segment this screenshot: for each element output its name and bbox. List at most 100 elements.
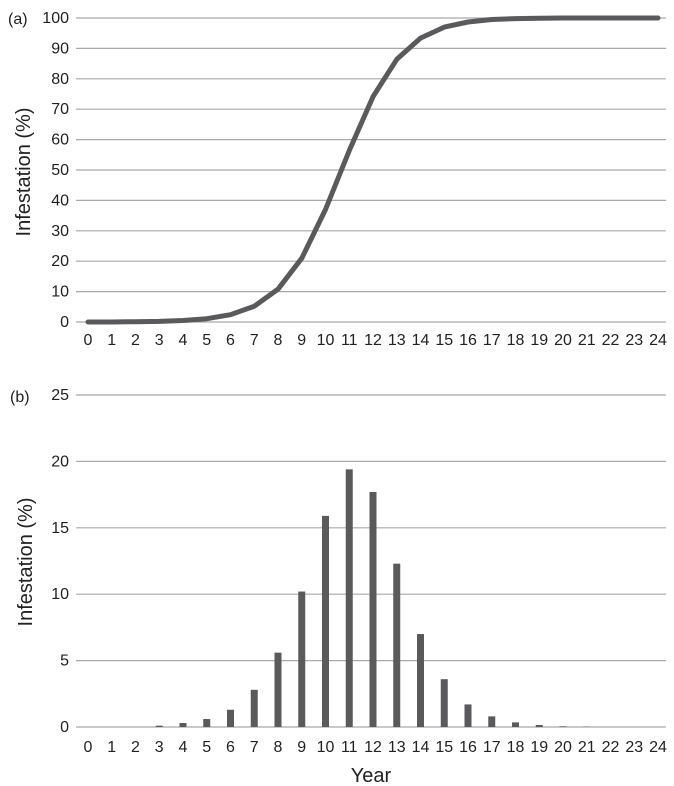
x-tick-label: 18 (507, 332, 525, 349)
line-point (372, 96, 374, 98)
x-tick-label: 22 (602, 332, 620, 349)
x-tick-label: 23 (625, 332, 643, 349)
x-tick-label: 14 (412, 332, 430, 349)
bar (179, 723, 187, 727)
y-tick-label: 80 (51, 71, 69, 88)
x-tick-label: 2 (131, 332, 140, 349)
y-tick-label: 25 (51, 387, 69, 404)
panel-a-y-axis-label: Infestation (%) (13, 108, 35, 237)
y-tick-label: 0 (60, 314, 69, 331)
x-tick-label: 0 (84, 332, 93, 349)
bar (488, 716, 496, 727)
y-tick-label: 90 (51, 40, 69, 57)
x-tick-label: 19 (530, 739, 548, 756)
y-tick-label: 30 (51, 223, 69, 240)
bar (227, 709, 234, 727)
line-point (111, 321, 113, 323)
bar (250, 689, 258, 727)
bar (369, 491, 377, 727)
y-tick-label: 15 (51, 520, 69, 537)
x-tick-label: 24 (649, 332, 667, 349)
x-tick-label: 16 (459, 739, 477, 756)
x-tick-label: 7 (250, 332, 259, 349)
bar (298, 591, 306, 727)
line-point (610, 17, 611, 19)
x-tick-label: 10 (317, 332, 335, 349)
line-point (443, 26, 445, 28)
x-tick-label: 14 (412, 739, 430, 756)
line-point (348, 150, 350, 152)
line-point (515, 18, 516, 20)
x-tick-label: 6 (226, 739, 235, 756)
x-tick-label: 18 (507, 739, 525, 756)
x-tick-label: 24 (649, 739, 667, 756)
x-tick-label: 8 (274, 739, 283, 756)
line-point (206, 318, 208, 320)
bar (393, 563, 401, 727)
x-tick-label: 7 (250, 739, 259, 756)
panel-b-x-axis-label: Year (351, 765, 392, 786)
x-tick-label: 4 (179, 739, 188, 756)
line-point (158, 320, 160, 322)
line-point (135, 321, 136, 323)
bar (440, 679, 448, 727)
x-tick-label: 19 (530, 332, 548, 349)
y-tick-label: 20 (51, 253, 69, 270)
bar (203, 719, 211, 727)
x-tick-label: 23 (625, 739, 643, 756)
y-tick-label: 60 (51, 132, 69, 149)
x-tick-label: 4 (179, 332, 188, 349)
x-tick-label: 6 (226, 332, 235, 349)
bar (535, 725, 543, 727)
x-tick-label: 10 (317, 739, 335, 756)
x-tick-label: 22 (602, 739, 620, 756)
y-tick-label: 20 (51, 453, 69, 470)
x-tick-label: 3 (155, 332, 164, 349)
line-point (633, 17, 635, 19)
chart-panel-a: (a) Infestation (%) 01020304050607080901… (8, 10, 667, 349)
line-point (87, 321, 89, 323)
line-point (467, 21, 469, 23)
bar (559, 726, 567, 727)
x-tick-label: 5 (202, 332, 211, 349)
x-tick-label: 21 (578, 739, 596, 756)
bar (464, 704, 472, 727)
y-tick-label: 50 (51, 162, 69, 179)
x-tick-label: 13 (388, 332, 406, 349)
x-tick-label: 15 (435, 739, 453, 756)
line-point (538, 17, 540, 19)
x-tick-label: 9 (297, 332, 306, 349)
x-tick-label: 17 (483, 739, 501, 756)
bar (345, 469, 353, 727)
x-tick-label: 12 (364, 739, 382, 756)
line-point (301, 257, 303, 259)
x-tick-label: 20 (554, 739, 572, 756)
x-tick-label: 2 (131, 739, 140, 756)
x-tick-label: 9 (297, 739, 306, 756)
x-tick-label: 21 (578, 332, 596, 349)
x-tick-label: 8 (274, 332, 283, 349)
bar (417, 634, 424, 727)
y-tick-label: 0 (60, 719, 69, 736)
y-tick-label: 10 (51, 284, 69, 301)
line-point (586, 17, 588, 19)
x-tick-label: 20 (554, 332, 572, 349)
bar (512, 722, 519, 727)
line-point (253, 305, 255, 307)
bar (155, 725, 163, 727)
x-tick-label: 11 (341, 739, 358, 756)
line-point (420, 37, 421, 39)
x-tick-label: 13 (388, 739, 406, 756)
bar (274, 652, 282, 727)
line-point (657, 17, 659, 19)
line-point (325, 209, 326, 211)
line-point (491, 19, 493, 21)
panel-b-y-axis-label: Infestation (%) (15, 498, 37, 627)
x-tick-label: 1 (107, 332, 116, 349)
x-tick-label: 5 (202, 739, 211, 756)
x-tick-label: 12 (364, 332, 382, 349)
line-point (277, 288, 279, 290)
x-tick-label: 17 (483, 332, 501, 349)
